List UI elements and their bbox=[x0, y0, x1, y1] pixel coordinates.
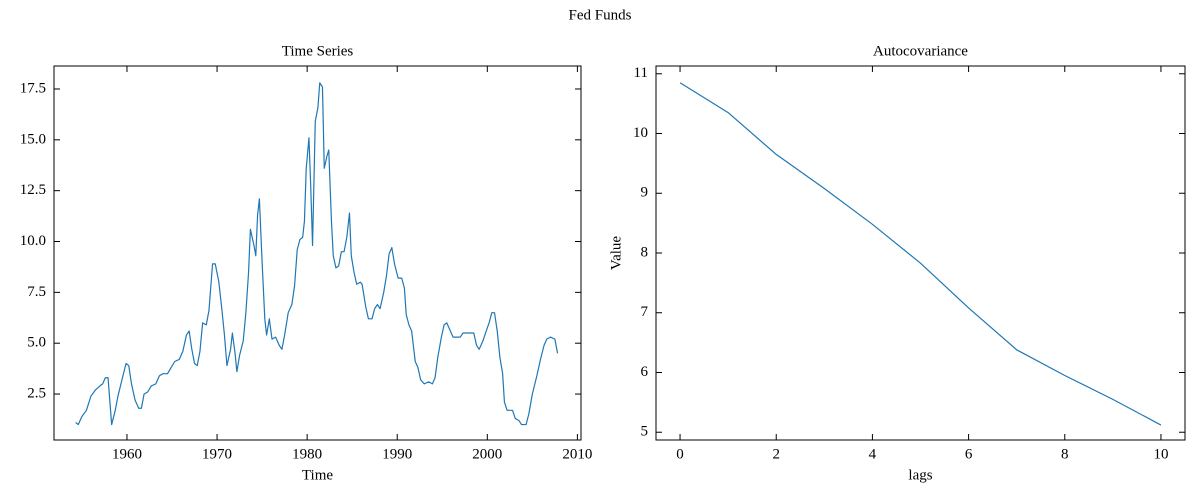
x-tick-label: 1990 bbox=[382, 446, 412, 462]
figure-title: Fed Funds bbox=[569, 7, 632, 23]
x-tick-label: 0 bbox=[676, 446, 684, 462]
x-tick-label: 4 bbox=[869, 446, 877, 462]
x-tick-label: 2010 bbox=[562, 446, 592, 462]
x-tick-label: 2 bbox=[772, 446, 780, 462]
plot-frame bbox=[655, 65, 1186, 441]
plot-frame bbox=[53, 65, 582, 441]
subplot-title: Time Series bbox=[282, 43, 354, 59]
x-tick-label: 1960 bbox=[112, 446, 142, 462]
series-line bbox=[75, 82, 559, 426]
y-tick-label: 15.0 bbox=[20, 131, 46, 147]
y-tick-label: 6 bbox=[641, 364, 649, 380]
y-tick-label: 2.5 bbox=[27, 385, 46, 401]
y-tick-label: 10.0 bbox=[20, 233, 46, 249]
x-axis-label: Time bbox=[302, 467, 333, 483]
y-tick-label: 17.5 bbox=[20, 80, 46, 96]
x-tick-label: 10 bbox=[1153, 446, 1168, 462]
y-tick-label: 9 bbox=[641, 185, 649, 201]
x-tick-label: 2000 bbox=[472, 446, 502, 462]
y-tick-label: 8 bbox=[641, 244, 649, 260]
y-tick-label: 7 bbox=[641, 304, 649, 320]
y-tick-label: 10 bbox=[633, 125, 648, 141]
y-tick-label: 5 bbox=[641, 424, 649, 440]
y-tick-label: 11 bbox=[634, 65, 648, 81]
subplot-title: Autocovariance bbox=[873, 43, 968, 59]
series-line bbox=[679, 82, 1162, 426]
x-tick-label: 6 bbox=[965, 446, 973, 462]
x-tick-label: 1970 bbox=[202, 446, 232, 462]
y-tick-label: 5.0 bbox=[27, 335, 46, 351]
y-tick-label: 12.5 bbox=[20, 182, 46, 198]
x-tick-label: 8 bbox=[1061, 446, 1069, 462]
x-tick-label: 1980 bbox=[292, 446, 322, 462]
y-axis-label: Value bbox=[608, 236, 624, 270]
x-axis-label: lags bbox=[908, 467, 932, 483]
y-tick-label: 7.5 bbox=[27, 284, 46, 300]
